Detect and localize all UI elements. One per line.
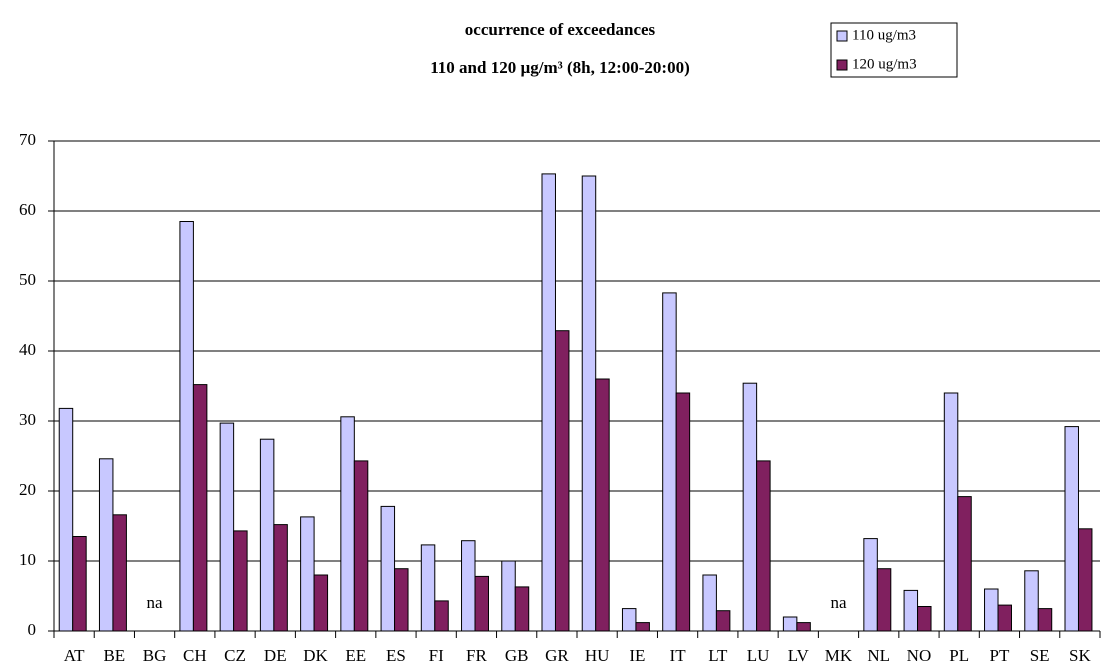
x-tick-label: GB [505,646,529,665]
chart-title: occurrence of exceedances [465,20,656,39]
bar [353,460,369,632]
bar [581,175,597,632]
bar [300,516,315,632]
bar [997,604,1012,632]
x-tick-label: SE [1030,646,1050,665]
bar [219,422,235,632]
x-tick-label: PL [949,646,969,665]
missing-label: na [830,593,847,612]
missing-label: na [147,593,164,612]
x-tick-label: ES [386,646,406,665]
bar [742,382,758,632]
bar [179,221,194,632]
x-tick-label: CH [183,646,207,665]
y-tick-label: 60 [19,200,36,219]
y-tick-label: 50 [19,270,36,289]
bar [394,568,409,632]
bar [943,392,959,632]
legend-box [830,22,958,78]
bar [876,568,892,632]
x-tick-label: FR [466,646,487,665]
bar [917,606,932,632]
bar [233,530,248,632]
bar [434,600,449,632]
bar [863,538,878,632]
bar [340,416,355,632]
bar [796,622,811,632]
y-tick-label: 40 [19,340,36,359]
y-tick-label: 10 [19,550,36,569]
bar [541,173,556,632]
bar [1064,426,1079,632]
x-tick-label: IE [629,646,645,665]
x-tick-label: MK [825,646,853,665]
bar [702,574,717,632]
bar [554,330,570,632]
bar [635,622,650,632]
x-tick-label: PT [990,646,1010,665]
bar [621,608,637,632]
x-tick-label: SK [1069,646,1091,665]
bar [903,589,919,632]
bar [1077,528,1093,632]
x-tick-label: FI [429,646,444,665]
chart-subtitle: 110 and 120 µg/m³ (8h, 12:00-20:00) [430,58,690,77]
bar [58,407,74,632]
x-tick-label: GR [545,646,569,665]
bar [474,575,489,632]
x-tick-label: LT [708,646,728,665]
legend-label: 110 ug/m3 [852,27,916,43]
x-tick-label: BE [103,646,125,665]
bar [675,392,691,632]
x-tick-label: IT [670,646,687,665]
x-tick-label: HU [585,646,610,665]
legend-swatch [836,30,848,42]
bar [380,505,396,632]
bar [461,540,476,632]
bar [715,610,731,632]
bar [501,560,516,632]
y-tick-label: 70 [19,130,36,149]
legend-label: 120 ug/m3 [852,56,917,72]
bar [1024,570,1039,632]
bar [259,438,275,632]
bar [112,514,127,632]
y-tick-label: 0 [28,620,37,639]
y-tick-label: 30 [19,410,36,429]
bar [782,616,798,632]
legend-swatch [836,59,848,71]
bar [514,586,530,632]
bar [984,588,999,632]
x-tick-label: NO [907,646,932,665]
bar [98,458,114,632]
x-tick-label: DK [303,646,328,665]
bar [756,460,771,632]
x-tick-label: LV [788,646,810,665]
bar [273,524,288,632]
bar [313,574,329,632]
y-tick-label: 20 [19,480,36,499]
bar [595,378,610,632]
x-tick-label: LU [747,646,770,665]
x-tick-label: CZ [224,646,246,665]
x-tick-label: EE [345,646,366,665]
x-tick-label: AT [64,646,85,665]
x-tick-label: DE [264,646,287,665]
x-tick-label: BG [143,646,167,665]
bar [957,496,972,632]
bar [1037,608,1053,632]
bar [420,544,436,632]
bar [662,292,677,632]
x-tick-label: NL [867,646,890,665]
bar [192,384,208,632]
bar [72,536,87,632]
